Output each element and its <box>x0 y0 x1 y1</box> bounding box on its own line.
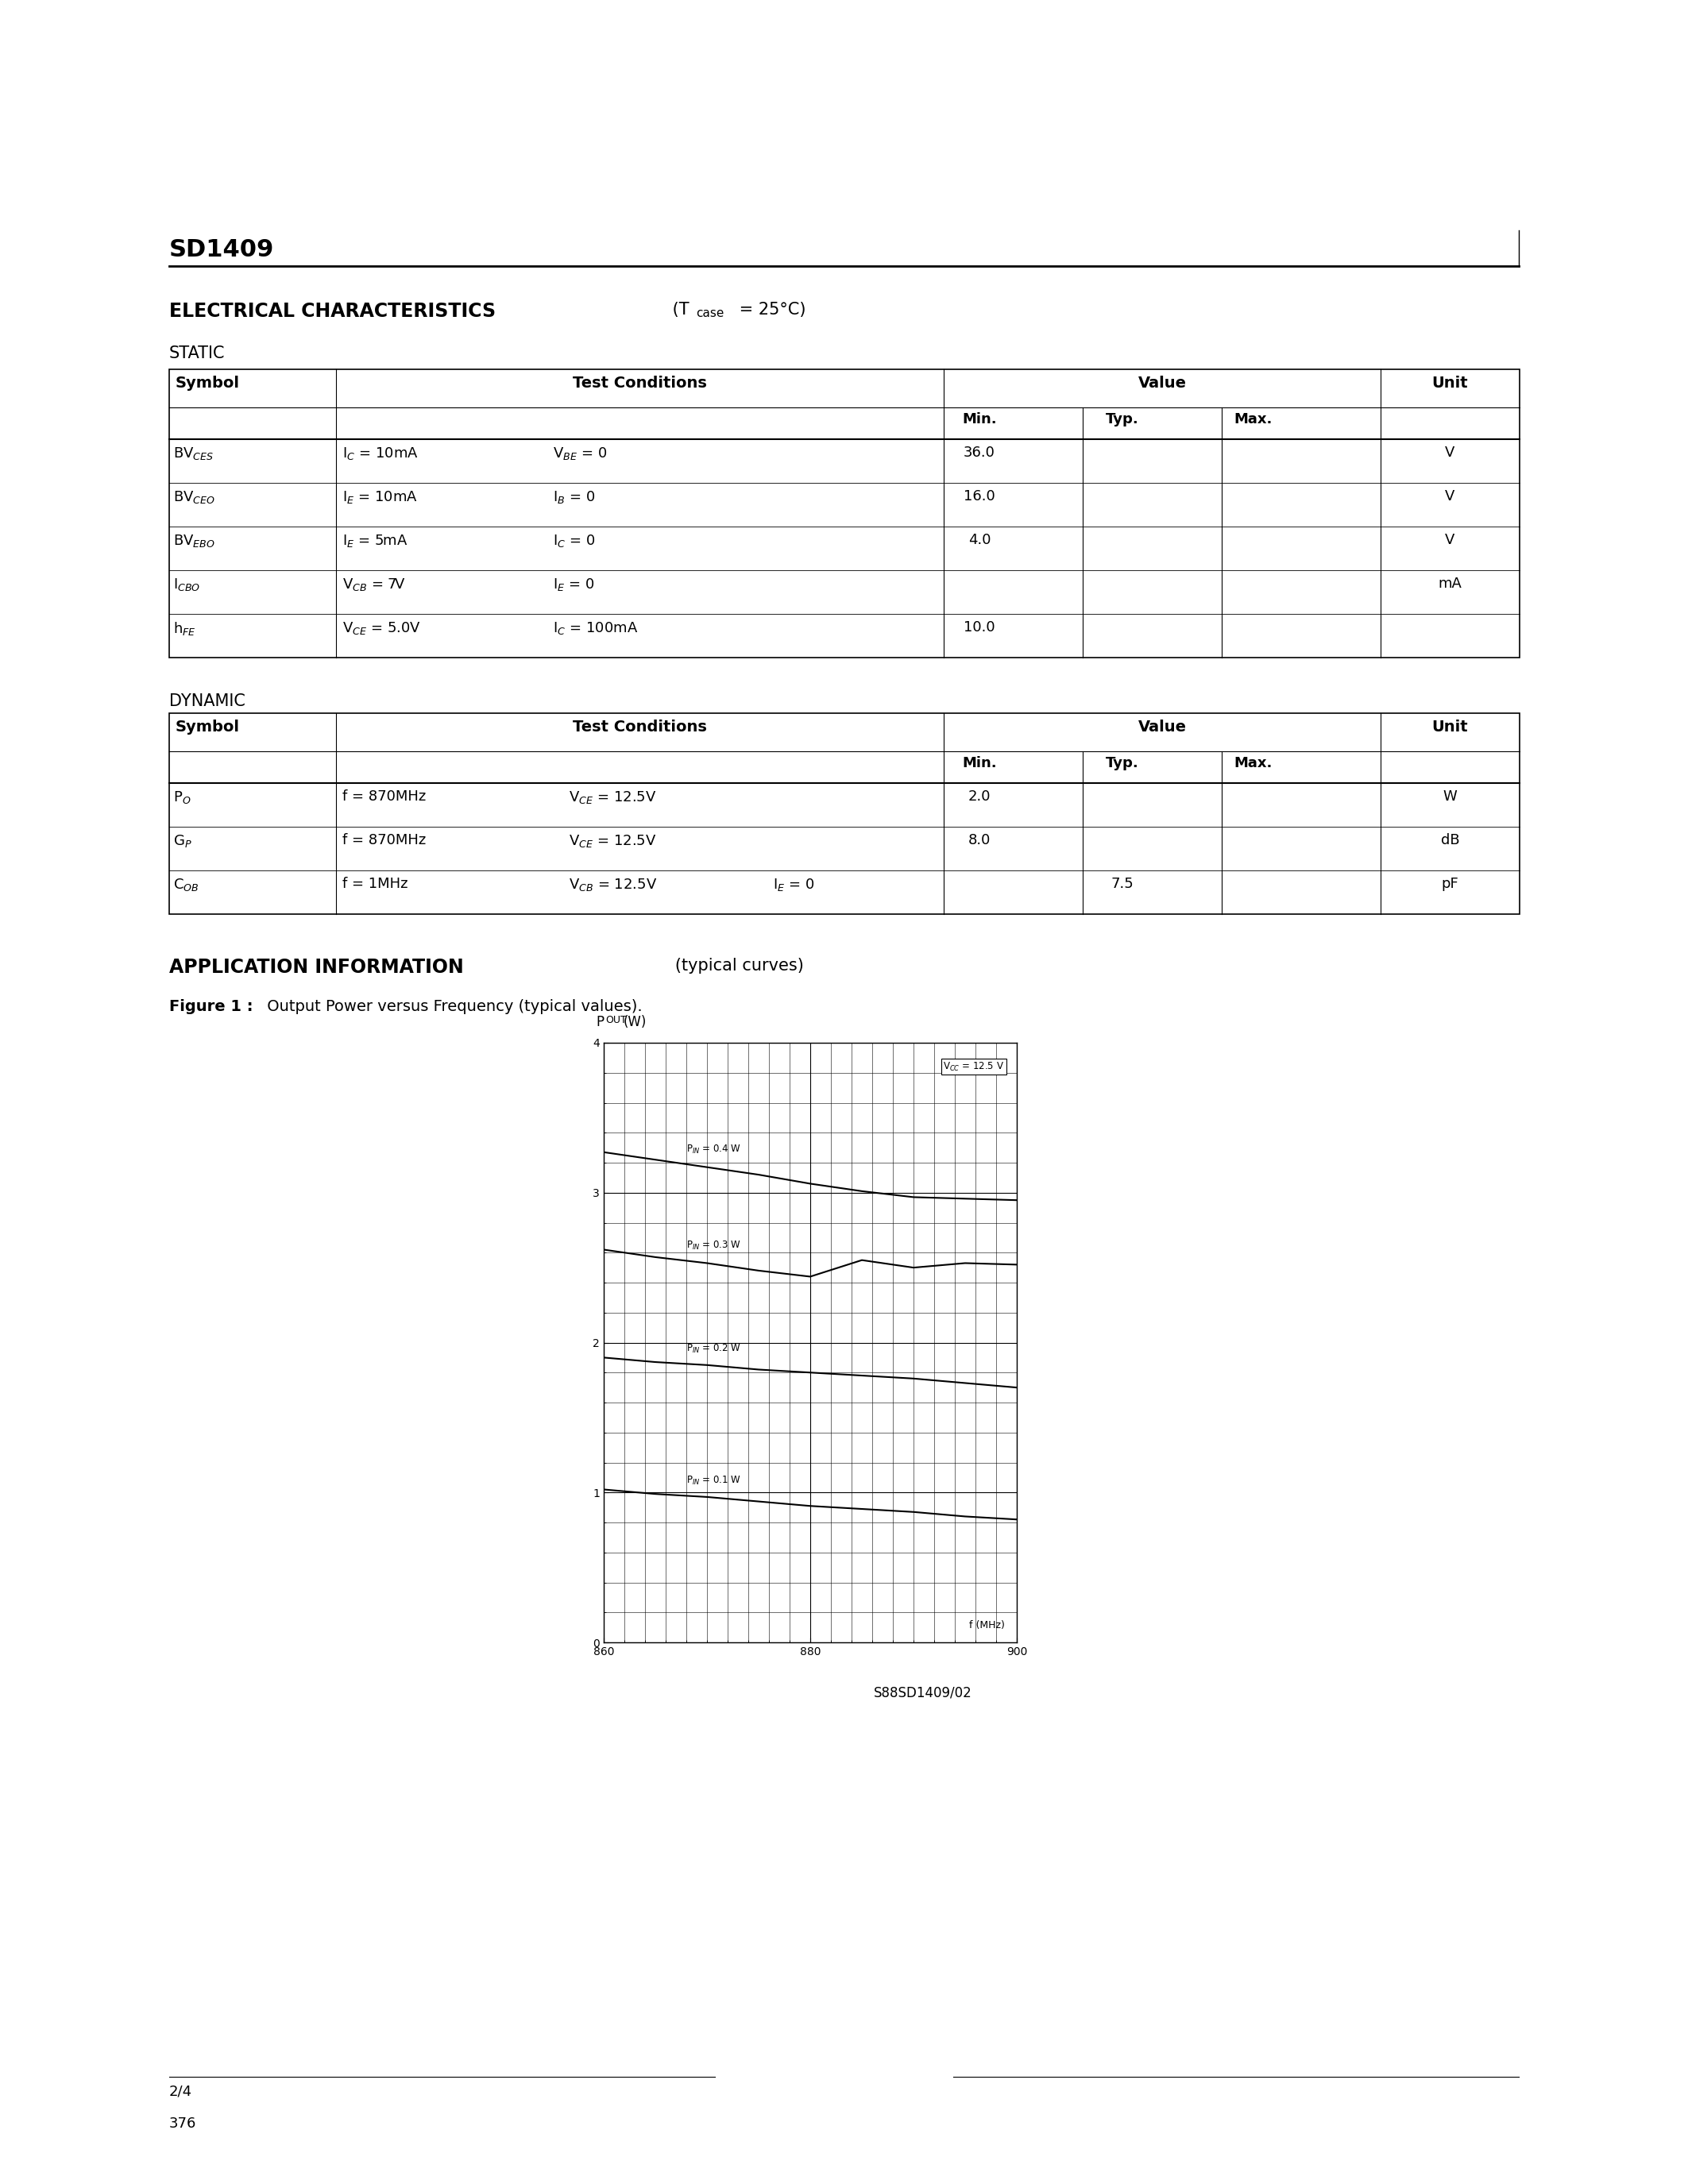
Text: f = 1MHz: f = 1MHz <box>343 876 408 891</box>
Text: V$_{CB}$ = 12.5V: V$_{CB}$ = 12.5V <box>569 876 657 893</box>
Text: Max.: Max. <box>1234 756 1273 771</box>
Text: I$_C$ = 100mA: I$_C$ = 100mA <box>554 620 638 636</box>
Text: Max.: Max. <box>1234 413 1273 426</box>
Text: APPLICATION INFORMATION: APPLICATION INFORMATION <box>169 959 464 976</box>
Text: I$_E$ = 0: I$_E$ = 0 <box>773 876 815 893</box>
Text: Test Conditions: Test Conditions <box>572 719 707 734</box>
Text: dB: dB <box>1442 832 1460 847</box>
Text: BV$_{CEO}$: BV$_{CEO}$ <box>174 489 216 505</box>
Text: V$_{BE}$ = 0: V$_{BE}$ = 0 <box>554 446 608 461</box>
Text: Symbol: Symbol <box>176 719 240 734</box>
Text: I$_E$ = 5mA: I$_E$ = 5mA <box>343 533 408 548</box>
Text: Output Power versus Frequency (typical values).: Output Power versus Frequency (typical v… <box>262 998 643 1013</box>
Text: V$_{CE}$ = 12.5V: V$_{CE}$ = 12.5V <box>569 832 657 850</box>
Text: Symbol: Symbol <box>176 376 240 391</box>
Text: P$_{IN}$ = 0.4 W: P$_{IN}$ = 0.4 W <box>687 1142 741 1155</box>
Text: V$_{CB}$ = 7V: V$_{CB}$ = 7V <box>343 577 405 592</box>
Text: Typ.: Typ. <box>1106 413 1139 426</box>
Text: Typ.: Typ. <box>1106 756 1139 771</box>
Text: V: V <box>1445 489 1455 505</box>
Text: V$_{CE}$ = 5.0V: V$_{CE}$ = 5.0V <box>343 620 420 636</box>
Text: 2/4: 2/4 <box>169 2086 192 2099</box>
Text: f = 870MHz: f = 870MHz <box>343 832 425 847</box>
Text: BV$_{EBO}$: BV$_{EBO}$ <box>174 533 214 548</box>
Text: OUT: OUT <box>606 1016 626 1024</box>
Text: f (MHz): f (MHz) <box>969 1621 1004 1631</box>
Text: SD1409: SD1409 <box>169 238 275 262</box>
Text: 36.0: 36.0 <box>964 446 996 461</box>
Text: Value: Value <box>1138 376 1187 391</box>
Text: Test Conditions: Test Conditions <box>572 376 707 391</box>
Text: mA: mA <box>1438 577 1462 592</box>
Text: 2.0: 2.0 <box>969 788 991 804</box>
Text: P: P <box>596 1016 604 1029</box>
Text: P$_O$: P$_O$ <box>174 788 191 806</box>
Text: (typical curves): (typical curves) <box>660 959 803 974</box>
Text: V: V <box>1445 446 1455 461</box>
Text: DYNAMIC: DYNAMIC <box>169 692 245 710</box>
Text: I$_E$ = 0: I$_E$ = 0 <box>554 577 594 592</box>
Text: BV$_{CES}$: BV$_{CES}$ <box>174 446 214 461</box>
Text: V$_{CE}$ = 12.5V: V$_{CE}$ = 12.5V <box>569 788 657 806</box>
Text: pF: pF <box>1442 876 1458 891</box>
Text: 7.5: 7.5 <box>1111 876 1134 891</box>
Text: I$_C$ = 10mA: I$_C$ = 10mA <box>343 446 419 461</box>
Bar <box>169 714 1519 915</box>
Text: 8.0: 8.0 <box>969 832 991 847</box>
Text: Unit: Unit <box>1431 376 1469 391</box>
Text: P$_{IN}$ = 0.3 W: P$_{IN}$ = 0.3 W <box>687 1241 741 1251</box>
Text: f = 870MHz: f = 870MHz <box>343 788 425 804</box>
Text: (T: (T <box>667 301 689 317</box>
Text: P$_{IN}$ = 0.2 W: P$_{IN}$ = 0.2 W <box>687 1343 741 1354</box>
Text: V: V <box>1445 533 1455 548</box>
Text: STATIC: STATIC <box>169 345 225 360</box>
Text: 376: 376 <box>169 2116 196 2132</box>
Text: G$_P$: G$_P$ <box>174 832 192 850</box>
Text: Min.: Min. <box>962 756 996 771</box>
Text: S88SD1409/02: S88SD1409/02 <box>874 1686 972 1701</box>
Text: Value: Value <box>1138 719 1187 734</box>
Text: (W): (W) <box>623 1016 647 1029</box>
Text: case: case <box>695 308 724 319</box>
Text: I$_{CBO}$: I$_{CBO}$ <box>174 577 201 592</box>
Text: ELECTRICAL CHARACTERISTICS: ELECTRICAL CHARACTERISTICS <box>169 301 496 321</box>
Text: = 25°C): = 25°C) <box>734 301 805 317</box>
Text: Figure 1 :: Figure 1 : <box>169 998 253 1013</box>
Text: 16.0: 16.0 <box>964 489 996 505</box>
Text: 10.0: 10.0 <box>964 620 996 636</box>
Text: 4.0: 4.0 <box>969 533 991 548</box>
Text: h$_{FE}$: h$_{FE}$ <box>174 620 196 638</box>
Text: Unit: Unit <box>1431 719 1469 734</box>
Text: P$_{IN}$ = 0.1 W: P$_{IN}$ = 0.1 W <box>687 1474 741 1487</box>
Text: I$_B$ = 0: I$_B$ = 0 <box>554 489 596 505</box>
Text: Min.: Min. <box>962 413 996 426</box>
Text: V$_{CC}$ = 12.5 V: V$_{CC}$ = 12.5 V <box>944 1061 1004 1072</box>
Bar <box>169 369 1519 657</box>
Text: I$_C$ = 0: I$_C$ = 0 <box>554 533 596 548</box>
Text: C$_{OB}$: C$_{OB}$ <box>174 876 199 893</box>
Text: I$_E$ = 10mA: I$_E$ = 10mA <box>343 489 419 505</box>
Text: W: W <box>1443 788 1457 804</box>
